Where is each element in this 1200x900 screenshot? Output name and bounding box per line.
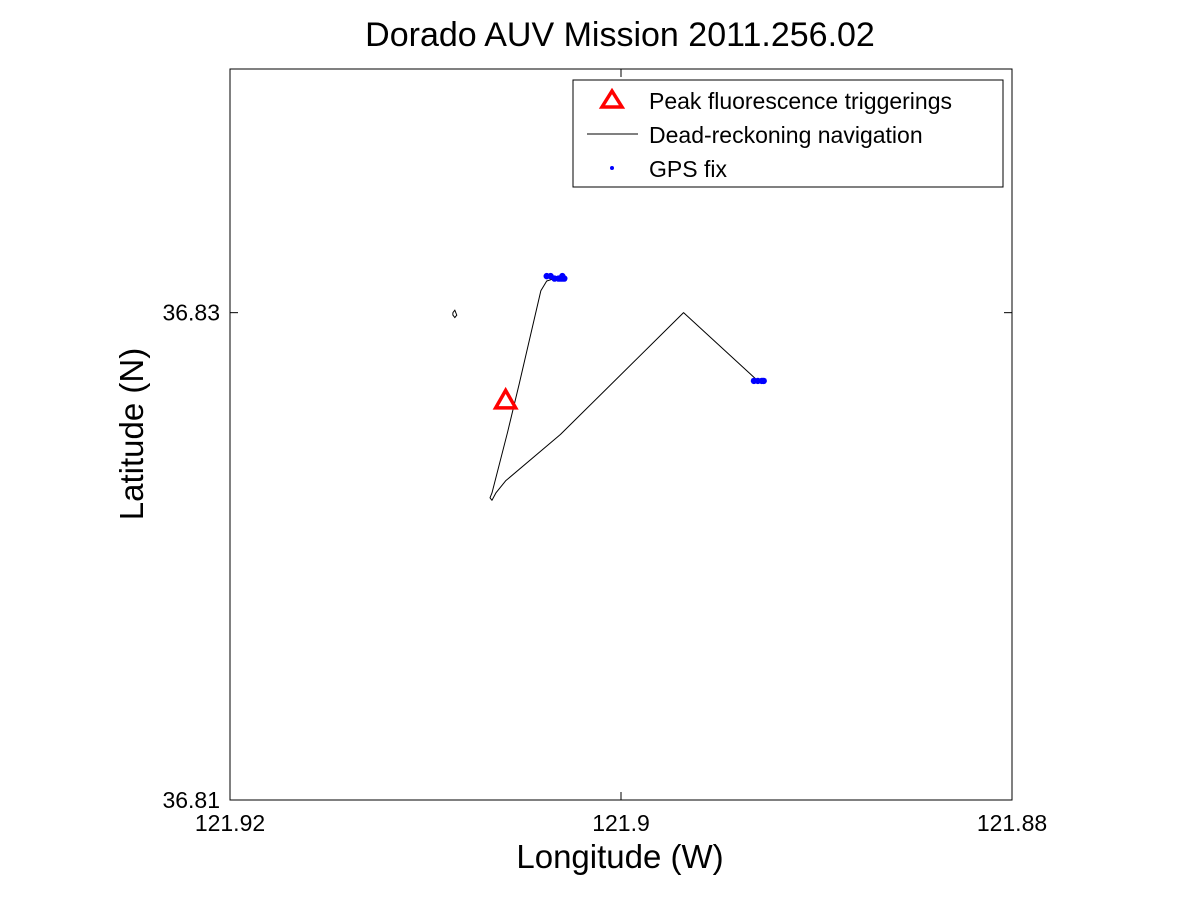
y-tick-label: 36.81	[162, 787, 220, 813]
y-tick-label: 36.83	[162, 300, 220, 326]
legend-label-gps-fix: GPS fix	[649, 156, 727, 182]
gps-fix-point	[760, 377, 767, 385]
x-axis-label: Longitude (W)	[516, 838, 723, 875]
legend-label-dead-reckoning: Dead-reckoning navigation	[649, 122, 923, 148]
legend: Peak fluorescence triggerings Dead-recko…	[572, 79, 1004, 188]
axis-tick-labels: 121.92 121.9 121.88 36.81 36.83	[162, 300, 1047, 836]
plot-data	[452, 272, 767, 501]
plot-area	[229, 68, 1013, 801]
peak-fluorescence-marker	[492, 386, 519, 410]
legend-marker-gps-fix	[610, 166, 614, 170]
legend-marker-peak-fluorescence	[598, 87, 626, 109]
gps-fix-point	[561, 275, 568, 282]
x-tick-label: 121.9	[592, 810, 650, 836]
x-tick-label: 121.88	[977, 810, 1047, 836]
axis-ticks	[229, 69, 1013, 801]
y-axis-label: Latitude (N)	[113, 348, 150, 520]
legend-box	[572, 79, 1004, 188]
chart-title: Dorado AUV Mission 2011.256.02	[365, 16, 875, 54]
x-tick-label: 121.92	[195, 810, 265, 836]
track-loop-path	[452, 309, 458, 319]
dead-reckoning-track-line	[489, 278, 766, 501]
legend-label-peak-fluorescence: Peak fluorescence triggerings	[649, 88, 952, 114]
